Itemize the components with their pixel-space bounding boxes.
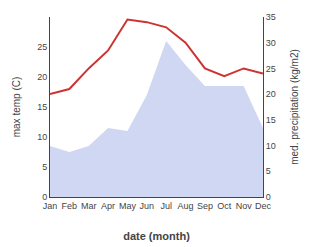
svg-text:Jun: Jun [140, 201, 155, 211]
svg-text:max temp (C): max temp (C) [11, 77, 22, 138]
svg-text:Sep: Sep [197, 201, 213, 211]
svg-text:10: 10 [37, 132, 47, 142]
svg-text:Mar: Mar [81, 201, 97, 211]
svg-text:0: 0 [266, 192, 271, 202]
svg-text:30: 30 [266, 38, 276, 48]
svg-text:Jul: Jul [160, 201, 172, 211]
svg-text:5: 5 [266, 166, 271, 176]
svg-text:Apr: Apr [101, 201, 115, 211]
svg-text:med. precipitation (kg/m2): med. precipitation (kg/m2) [289, 49, 300, 165]
svg-text:5: 5 [42, 162, 47, 172]
svg-text:Jan: Jan [43, 201, 58, 211]
svg-text:date (month): date (month) [123, 230, 190, 242]
svg-text:15: 15 [37, 102, 47, 112]
svg-text:Aug: Aug [178, 201, 194, 211]
svg-text:Nov: Nov [236, 201, 253, 211]
svg-text:20: 20 [37, 72, 47, 82]
svg-text:May: May [119, 201, 137, 211]
svg-text:Dec: Dec [255, 201, 272, 211]
svg-text:25: 25 [266, 64, 276, 74]
svg-text:25: 25 [37, 42, 47, 52]
svg-text:15: 15 [266, 115, 276, 125]
svg-text:20: 20 [266, 89, 276, 99]
svg-text:Feb: Feb [62, 201, 78, 211]
svg-text:Oct: Oct [217, 201, 232, 211]
svg-text:0: 0 [42, 192, 47, 202]
svg-text:35: 35 [266, 12, 276, 22]
svg-text:10: 10 [266, 141, 276, 151]
